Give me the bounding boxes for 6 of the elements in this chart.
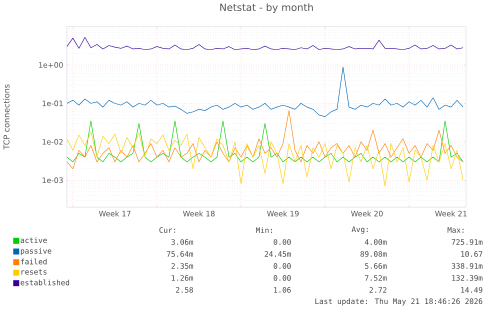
- line-series: [66, 132, 464, 187]
- line-series: [66, 37, 464, 50]
- chart-title: Netstat - by month: [220, 3, 313, 14]
- line-series: [66, 66, 464, 118]
- line-series: [66, 110, 464, 170]
- line-series: [66, 120, 464, 162]
